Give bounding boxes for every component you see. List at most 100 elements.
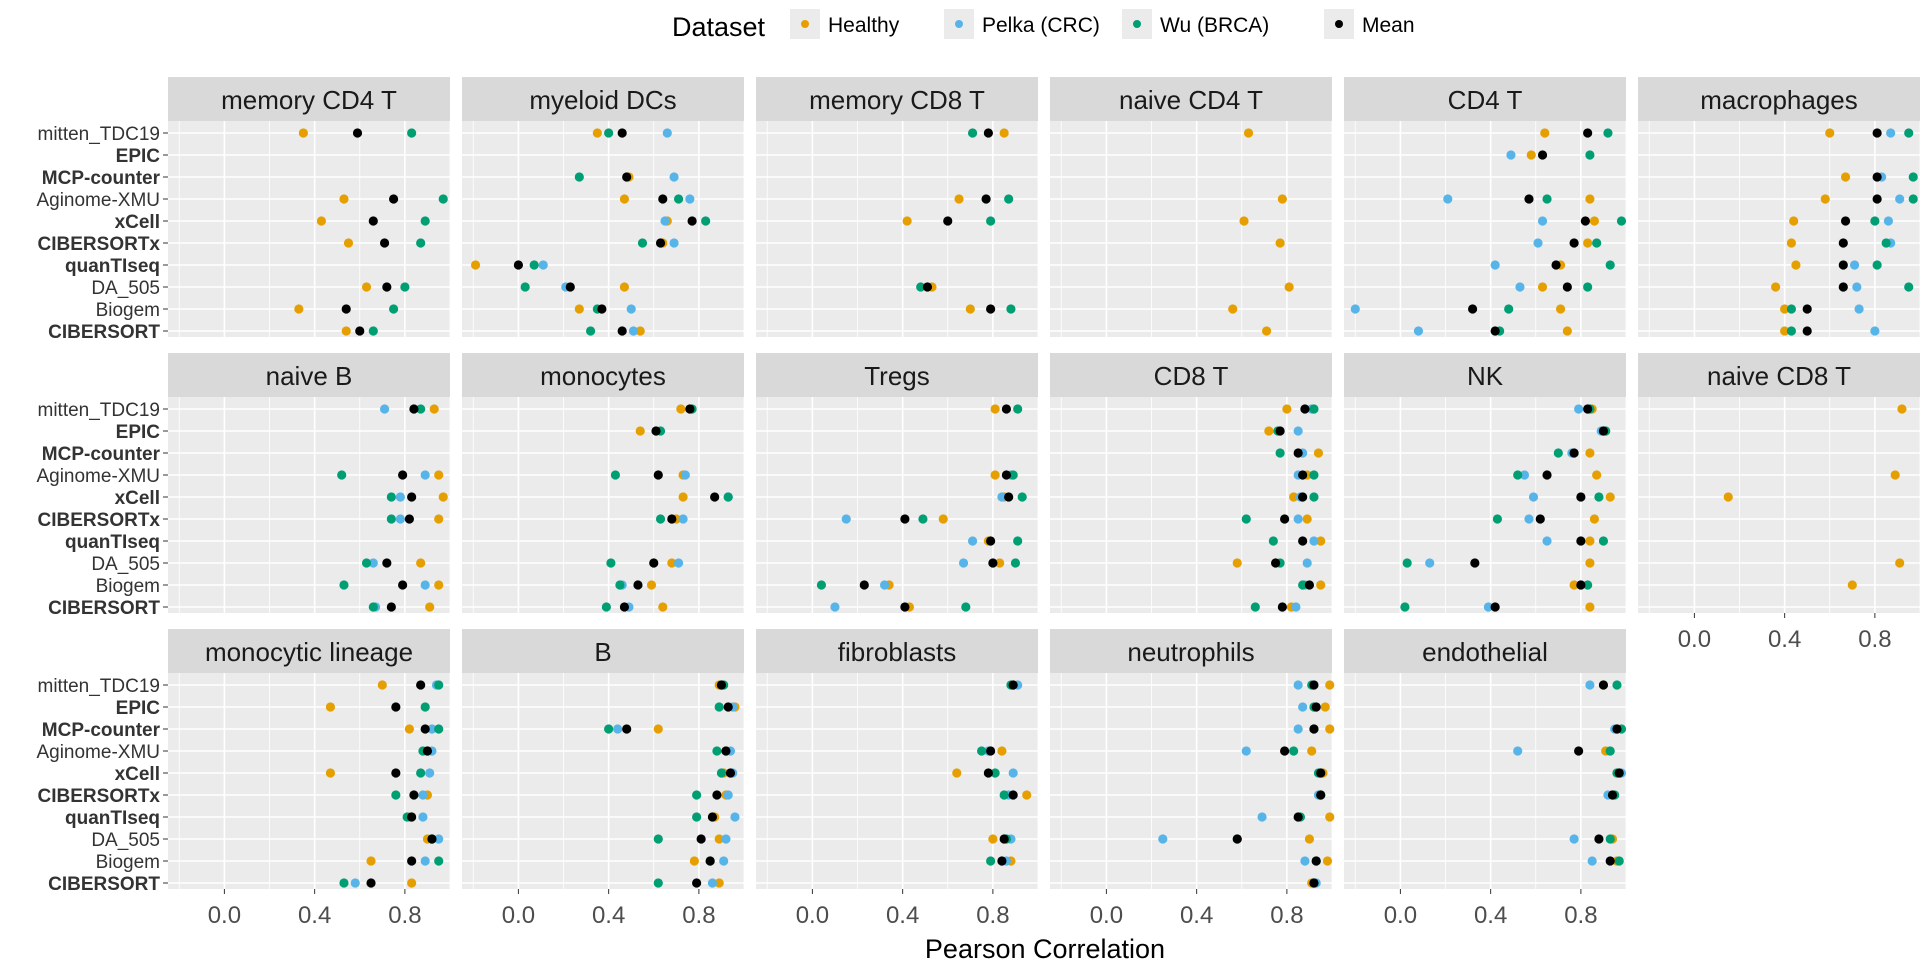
- plot-background: [462, 121, 744, 337]
- point-mean-epic: [1311, 702, 1321, 712]
- point-pelka-biogem: [1300, 856, 1310, 866]
- point-pelka-mcp-counter: [427, 724, 437, 734]
- point-wu-mitten-tdc19: [1904, 128, 1914, 138]
- strip-label: Tregs: [864, 361, 930, 391]
- point-mean-mitten-tdc19: [352, 128, 363, 138]
- panel-naive-cd8-t: naive CD8 T 0.0 0.4 0.8: [1638, 353, 1920, 653]
- point-wu-xcell: [1594, 492, 1604, 502]
- point-mean-biogem: [1605, 856, 1615, 866]
- point-wu-mitten-tdc19: [1309, 404, 1319, 414]
- point-mean-aginome-xmu: [986, 746, 996, 756]
- point-pelka-cibersort: [1291, 602, 1301, 612]
- point-pelka-da-505: [368, 558, 378, 568]
- point-healthy-cibersortx: [1786, 238, 1797, 248]
- point-wu-epic: [1585, 150, 1595, 160]
- point-healthy-biogem: [574, 304, 584, 314]
- strip-background: [168, 353, 450, 397]
- point-healthy-biogem: [366, 856, 376, 866]
- point-mean-mitten-tdc19: [617, 128, 627, 138]
- point-healthy-biogem: [1555, 304, 1566, 314]
- point-mean-da-505: [565, 282, 575, 292]
- y-tick-label: mitten_TDC19: [38, 124, 161, 145]
- point-wu-cibersort: [961, 602, 971, 612]
- point-wu-aginome-xmu: [1542, 194, 1552, 204]
- x-axis-title: Pearson Correlation: [925, 934, 1165, 960]
- point-healthy-mitten-tdc19: [990, 404, 1000, 414]
- x-tick-label: 0.0: [1384, 902, 1417, 929]
- point-mean-aginome-xmu: [398, 470, 408, 480]
- legend-key-healthy: [801, 20, 809, 28]
- point-healthy-cibersort: [1261, 326, 1272, 336]
- strip-label: NK: [1467, 361, 1504, 391]
- point-pelka-mitten-tdc19: [1574, 404, 1584, 414]
- strip-label: monocytic lineage: [205, 637, 413, 667]
- strip-background: [462, 77, 744, 121]
- legend: Dataset Healthy Pelka (CRC) Wu (BRCA) Mean: [672, 9, 1415, 42]
- point-mean-cibersort: [1490, 326, 1500, 336]
- legend-item-pelka: Pelka (CRC): [944, 9, 1100, 39]
- point-wu-da-505: [1583, 282, 1593, 292]
- point-mean-da-505: [1470, 558, 1480, 568]
- point-mean-cibersortx: [712, 790, 722, 800]
- point-healthy-xcell: [438, 492, 448, 502]
- point-wu-biogem: [339, 580, 349, 590]
- point-mean-cibersortx: [379, 238, 390, 248]
- point-mean-xcell: [368, 216, 378, 226]
- point-mean-quantiseq: [707, 812, 718, 822]
- panel-nk: NK: [1344, 353, 1627, 613]
- y-tick-label: Aginome-XMU: [36, 742, 160, 763]
- plot-background: [756, 673, 1038, 889]
- y-tick-label: xCell: [115, 488, 160, 509]
- plot-background: [1344, 121, 1626, 337]
- point-mean-aginome-xmu: [981, 194, 991, 204]
- point-mean-cibersortx: [1838, 238, 1848, 248]
- point-mean-xcell: [943, 216, 953, 226]
- x-tick-label: 0.4: [592, 902, 625, 929]
- panel-tregs: Tregs: [756, 353, 1039, 613]
- point-healthy-aginome-xmu: [619, 194, 630, 204]
- legend-key-pelka: [955, 20, 963, 28]
- x-tick-label: 0.8: [682, 902, 715, 929]
- point-mean-xcell: [1298, 492, 1308, 502]
- panel-endothelial: endothelial 0.0 0.4 0.8: [1344, 629, 1627, 929]
- point-healthy-mitten-tdc19: [999, 128, 1009, 138]
- point-mean-aginome-xmu: [1001, 470, 1012, 480]
- point-wu-xcell: [386, 492, 396, 502]
- point-pelka-epic: [1298, 702, 1308, 712]
- point-pelka-cibersort: [1413, 326, 1424, 336]
- point-mean-biogem: [1802, 304, 1812, 314]
- x-tick-label: 0.0: [1678, 626, 1711, 653]
- plot-background: [1344, 397, 1626, 613]
- point-mean-mitten-tdc19: [1300, 404, 1310, 414]
- panel-myeloid-dcs: myeloid DCs: [462, 77, 745, 337]
- point-pelka-biogem: [420, 580, 430, 590]
- point-wu-xcell: [1870, 216, 1880, 226]
- strip-label: CD8 T: [1154, 361, 1229, 391]
- point-wu-biogem: [615, 580, 625, 590]
- strip-label: CD4 T: [1448, 85, 1523, 115]
- point-healthy-da-505: [988, 834, 998, 844]
- point-healthy-biogem: [434, 580, 444, 590]
- point-pelka-biogem: [420, 856, 430, 866]
- point-wu-mitten-tdc19: [434, 680, 444, 690]
- point-mean-xcell: [1614, 768, 1624, 778]
- y-tick-label: CIBERSORTx: [38, 786, 161, 807]
- point-mean-da-505: [1838, 282, 1848, 292]
- strip-label: naive B: [266, 361, 353, 391]
- point-pelka-mitten-tdc19: [379, 404, 390, 414]
- point-healthy-cibersortx: [1275, 238, 1285, 248]
- point-wu-biogem: [434, 856, 444, 866]
- point-mean-mitten-tdc19: [983, 128, 993, 138]
- point-wu-aginome-xmu: [1605, 746, 1615, 756]
- point-healthy-quantiseq: [1325, 812, 1335, 822]
- point-mean-cibersortx: [1607, 790, 1618, 800]
- point-wu-mcp-counter: [604, 724, 614, 734]
- point-mean-cibersort: [1309, 878, 1319, 888]
- point-pelka-da-505: [721, 834, 731, 844]
- y-tick-label: MCP-counter: [42, 168, 161, 189]
- point-wu-biogem: [1006, 304, 1016, 314]
- point-mean-mcp-counter: [622, 172, 632, 182]
- point-pelka-da-505: [1852, 282, 1862, 292]
- strip-background: [462, 629, 744, 673]
- point-wu-xcell: [1309, 492, 1319, 502]
